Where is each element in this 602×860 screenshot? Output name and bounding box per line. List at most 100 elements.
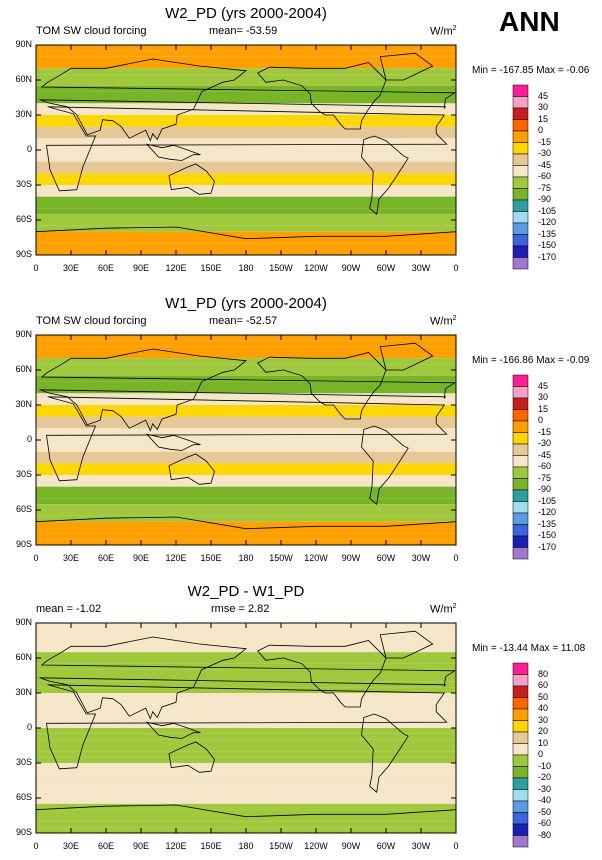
colorbar-swatch: [512, 777, 529, 790]
field-band: [36, 74, 456, 80]
lat-tick-label: 90N: [15, 39, 32, 49]
colorbar-level-label: -60: [538, 818, 552, 828]
coastline-namerica: [257, 62, 387, 130]
colorbar: [512, 374, 529, 560]
lat-tick-label: 30N: [15, 109, 32, 119]
coastline-namerica: [257, 352, 387, 420]
field-band: [36, 422, 456, 429]
field-band: [36, 80, 456, 86]
colorbar-level-label: 45: [538, 90, 549, 101]
lon-tick-label: 60E: [97, 553, 114, 563]
field-band: [36, 815, 456, 822]
field-band: [36, 144, 456, 150]
field-band: [36, 173, 456, 180]
colorbar-swatch: [512, 257, 529, 270]
field-band: [36, 440, 456, 446]
field-band: [36, 821, 456, 828]
colorbar-level-label: 15: [538, 113, 549, 124]
field-band: [36, 463, 456, 470]
field-band: [36, 179, 456, 185]
lon-tick-label: 180: [238, 553, 254, 563]
coastline-indonesia: [145, 721, 201, 739]
panel-title: W2_PD (yrs 2000-2004): [165, 5, 327, 22]
panel-minmax: Min = -166.86 Max = -0.09: [472, 355, 590, 366]
colorbar-level-label: -45: [538, 159, 552, 170]
colorbar-level-label: 10: [538, 737, 549, 748]
colorbar-swatch: [512, 743, 529, 756]
lon-tick-label: 120E: [165, 553, 187, 563]
lon-tick-label: 60E: [97, 263, 114, 273]
field-band: [36, 533, 456, 540]
coastline-samerica: [361, 425, 409, 505]
panel-units-exponent: 2: [452, 315, 457, 322]
field-band: [36, 167, 456, 174]
field-band: [36, 628, 456, 635]
season-label: ANN: [499, 6, 560, 37]
field-band: [36, 410, 456, 417]
coastline-africa: [46, 106, 448, 192]
colorbar-level-label: 50: [538, 691, 549, 702]
field-band: [36, 208, 456, 215]
lon-tick-label: 120W: [304, 841, 328, 851]
field-band: [36, 521, 456, 528]
field-band: [36, 663, 456, 670]
lat-tick-label: 30S: [15, 179, 32, 189]
colorbar-level-label: -45: [538, 449, 552, 460]
coastline-australia: [168, 163, 215, 195]
field-band: [36, 480, 456, 487]
field-band: [36, 381, 456, 388]
field-band: [36, 220, 456, 226]
coastline-greenland: [379, 342, 434, 371]
field-band: [36, 469, 456, 475]
field-band: [36, 161, 456, 168]
field-band: [36, 634, 456, 641]
field-band: [36, 68, 456, 75]
field-band: [36, 492, 456, 499]
field-band: [36, 733, 456, 740]
coastline-europe_asia: [39, 58, 457, 142]
coastline-africa: [46, 684, 448, 770]
panel-minmax: Min = -13.44 Max = 11.08: [472, 643, 586, 654]
lon-tick-label: 60E: [97, 841, 114, 851]
field-band: [36, 803, 456, 810]
colorbar-level-label: 30: [538, 102, 549, 112]
field-band: [36, 185, 456, 191]
panel-units: W/m2: [430, 603, 457, 616]
colorbar-level-label: -150: [538, 530, 557, 540]
colorbar: [512, 662, 529, 848]
lat-tick-label: 60N: [15, 652, 32, 662]
lat-tick-label: 30S: [15, 757, 32, 767]
field-band: [36, 97, 456, 104]
lat-tick-label: 0: [26, 722, 32, 732]
colorbar-level-label: -60: [538, 461, 552, 471]
lon-tick-label: 150E: [200, 553, 222, 563]
colorbar-level-label: -30: [538, 148, 552, 158]
panel-units-exponent: 2: [452, 25, 457, 32]
panel-center-label: rmse = 2.82: [211, 603, 270, 615]
colorbar-level-label: -60: [538, 171, 552, 181]
field-band: [36, 109, 456, 115]
field-band: [36, 138, 456, 145]
colorbar-level-label: -90: [538, 484, 552, 494]
field-band: [36, 457, 456, 464]
field-bands: [36, 623, 456, 833]
colorbar-level-label: -15: [538, 136, 552, 147]
lon-tick-label: 0: [453, 553, 459, 563]
field-band: [36, 346, 456, 353]
colorbar-level-label: -135: [538, 518, 557, 529]
colorbar-swatch: [512, 823, 529, 836]
coastline-namerica: [257, 640, 387, 708]
field-band: [36, 115, 456, 121]
field-band: [36, 786, 456, 793]
field-bands: [36, 45, 456, 255]
lat-tick-label: 60N: [15, 364, 32, 374]
field-band: [36, 375, 456, 382]
lon-tick-label: 90E: [132, 553, 149, 563]
field-band: [36, 504, 456, 510]
lon-tick-label: 30E: [62, 841, 79, 851]
colorbar-swatch: [512, 697, 529, 710]
lat-tick-label: 30N: [15, 687, 32, 697]
field-band: [36, 393, 456, 400]
